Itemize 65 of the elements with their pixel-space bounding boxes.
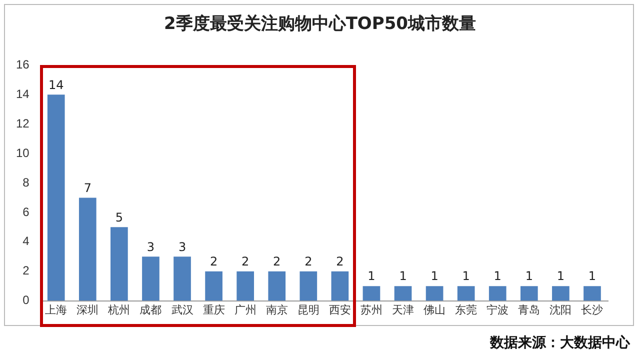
bar (426, 286, 444, 301)
y-tick-label: 10 (16, 146, 30, 160)
bar (457, 286, 475, 301)
x-tick-label: 天津 (392, 303, 414, 316)
bar (236, 271, 254, 301)
source-note: 数据来源：大数据中心 (490, 334, 630, 352)
data-label: 1 (430, 269, 438, 284)
bar (110, 227, 128, 301)
bar (142, 256, 160, 301)
data-label: 2 (273, 254, 281, 268)
bar (584, 286, 601, 301)
y-tick-label: 14 (16, 86, 30, 101)
data-label: 5 (115, 210, 124, 224)
x-tick-label: 青岛 (518, 303, 540, 316)
x-tick-label: 上海 (45, 303, 68, 316)
x-tick-label: 佛山 (424, 303, 446, 316)
data-label: 2 (304, 254, 312, 268)
data-label: 1 (368, 269, 376, 284)
y-tick-label: 8 (22, 175, 30, 190)
x-tick-label: 广州 (234, 303, 256, 316)
data-label: 7 (84, 180, 92, 195)
data-label: 1 (399, 269, 407, 284)
data-label: 1 (525, 269, 533, 284)
bar (300, 271, 318, 301)
x-tick-label: 东莞 (455, 303, 478, 316)
data-label: 14 (48, 78, 64, 92)
data-label: 3 (178, 240, 186, 254)
bar (394, 286, 412, 301)
x-tick-label: 长沙 (581, 303, 604, 316)
x-tick-label: 宁波 (486, 303, 509, 316)
bar (362, 286, 380, 301)
chart-title: 2季度最受关注购物中心TOP50城市数量 (163, 13, 477, 35)
x-tick-label: 重庆 (202, 303, 225, 316)
data-label: 1 (556, 269, 565, 284)
data-label: 2 (242, 254, 250, 268)
data-label: 1 (494, 269, 502, 284)
x-tick-label: 南京 (266, 303, 288, 316)
x-tick-label: 苏州 (360, 303, 382, 316)
y-tick-label: 4 (22, 234, 30, 248)
x-tick-label: 西安 (328, 303, 351, 316)
x-tick-label: 成都 (140, 303, 162, 316)
bar (552, 286, 570, 301)
x-tick-label: 武汉 (171, 303, 194, 316)
bar (174, 256, 191, 301)
bar (78, 198, 96, 301)
bar (268, 271, 286, 301)
data-label: 1 (462, 269, 470, 284)
bar (47, 94, 65, 301)
x-tick-label: 昆明 (297, 304, 320, 316)
data-label: 2 (210, 254, 218, 268)
data-label: 3 (146, 240, 155, 254)
y-tick-label: 16 (16, 58, 30, 72)
y-tick-label: 12 (16, 116, 30, 130)
y-tick-label: 0 (22, 293, 30, 308)
x-tick-label: 杭州 (107, 303, 130, 316)
y-tick-label: 2 (22, 264, 30, 278)
bar (488, 286, 506, 301)
bar (520, 286, 538, 301)
data-label: 1 (588, 269, 596, 284)
x-tick-label: 沈阳 (550, 303, 572, 316)
bar (205, 271, 222, 301)
x-tick-label: 深圳 (76, 303, 99, 316)
bar (331, 271, 349, 301)
y-tick-label: 6 (22, 204, 30, 219)
data-label: 2 (336, 254, 344, 268)
